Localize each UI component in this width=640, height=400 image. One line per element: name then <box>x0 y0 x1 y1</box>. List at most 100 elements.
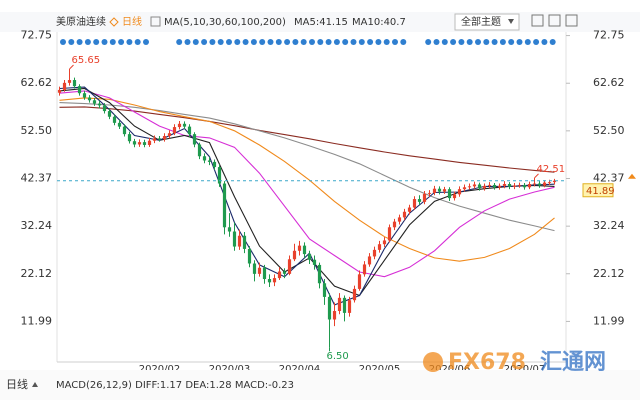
y-tick-label: 52.50 <box>593 124 625 137</box>
indicator-label: MACD(26,12,9) DIFF:1.17 DEA:1.28 MACD:-0… <box>56 380 294 391</box>
period-icon <box>109 17 119 27</box>
candle-body <box>187 126 192 135</box>
tool-icon[interactable] <box>565 14 578 27</box>
event-marker <box>524 39 531 45</box>
period-selector[interactable]: 日线 <box>122 15 142 28</box>
candle-body <box>127 134 132 142</box>
x-tick-label: 2020/03 <box>209 364 251 375</box>
annotation-pointer <box>534 173 539 179</box>
candle-body <box>212 161 217 168</box>
candle-body <box>352 288 357 301</box>
candle-body <box>412 199 417 208</box>
watermark: FX678 <box>448 350 526 375</box>
candle-body <box>442 189 447 192</box>
candle-body <box>57 89 62 93</box>
candle-body <box>77 86 82 94</box>
theme-label: 全部主题 <box>461 15 501 28</box>
candle-body <box>102 105 107 112</box>
candle-body <box>182 123 187 127</box>
footer-period[interactable]: 日线 <box>6 377 28 391</box>
annotation-label: 42.51 <box>537 164 566 175</box>
candle-body <box>467 186 472 188</box>
y-tick-label: 72.75 <box>593 29 625 42</box>
event-marker <box>499 39 506 45</box>
event-marker <box>101 39 108 45</box>
ma-line <box>59 106 555 173</box>
footer-arrow <box>32 382 38 387</box>
candle-body <box>217 167 222 184</box>
candle-body <box>82 93 87 98</box>
candle-body <box>317 264 322 284</box>
candle-body <box>357 274 362 289</box>
candle-body <box>432 188 437 193</box>
candle-body <box>497 185 502 188</box>
candle-body <box>422 193 427 202</box>
last-price-box <box>582 183 614 198</box>
close-icon[interactable] <box>150 16 161 27</box>
event-marker <box>309 39 315 45</box>
watermark: 汇通网 <box>540 350 606 375</box>
candle-body <box>247 248 252 264</box>
event-marker <box>491 39 498 45</box>
y-tick-label: 62.62 <box>593 76 625 89</box>
tool-icon[interactable] <box>531 14 544 27</box>
candle-body <box>347 300 352 313</box>
candle-body <box>437 188 442 192</box>
candle-body <box>342 297 347 313</box>
tool-icon[interactable] <box>548 14 561 27</box>
candle-body <box>197 144 202 157</box>
candle-body <box>192 134 197 145</box>
candle-body <box>452 194 457 199</box>
candle-body <box>462 187 467 190</box>
event-marker <box>317 39 324 45</box>
x-tick-label: 2020/06 <box>429 364 471 375</box>
candle-body <box>272 278 277 283</box>
candle-body <box>177 123 182 128</box>
candle-body <box>112 116 117 123</box>
event-marker <box>508 39 515 45</box>
candle-body <box>257 267 262 274</box>
x-tick-label: 2020/04 <box>279 364 321 375</box>
footer-bar <box>0 370 640 400</box>
candle-body <box>227 227 232 232</box>
candle-body <box>242 235 247 249</box>
candle-body <box>157 138 162 140</box>
event-marker <box>425 39 432 45</box>
ma10-value: MA10:40.7 <box>352 17 406 28</box>
candle-body <box>517 184 522 186</box>
candle-body <box>142 142 147 145</box>
event-marker <box>126 39 133 45</box>
candle-body <box>132 141 137 145</box>
candle-body <box>407 207 412 212</box>
y-tick-label: 11.99 <box>593 314 625 327</box>
candle-body <box>167 133 172 137</box>
candle-body <box>267 279 272 283</box>
event-marker <box>217 39 224 45</box>
candle-body <box>417 199 422 202</box>
y-tick-label: 62.62 <box>21 76 53 89</box>
candle-body <box>307 254 312 260</box>
candle-body <box>337 297 342 312</box>
event-marker <box>350 39 357 45</box>
candle-body <box>237 235 242 247</box>
candle-body <box>332 311 337 320</box>
candle-body <box>482 185 487 189</box>
dropdown-arrow <box>508 19 514 24</box>
candle-body <box>207 160 212 162</box>
theme-button[interactable] <box>454 13 520 31</box>
candle-body <box>387 227 392 241</box>
event-marker <box>143 39 149 45</box>
candle-body <box>202 156 207 161</box>
candle-body <box>427 192 432 194</box>
candle-body <box>457 189 462 195</box>
candle-body <box>162 136 167 140</box>
price-arrow <box>628 173 636 179</box>
candle-body <box>322 283 327 297</box>
candle-body <box>547 182 552 183</box>
event-marker <box>176 39 183 45</box>
candle-body <box>477 184 482 189</box>
candle-body <box>377 244 382 250</box>
event-marker <box>375 39 382 45</box>
y-tick-label: 32.24 <box>593 219 625 232</box>
